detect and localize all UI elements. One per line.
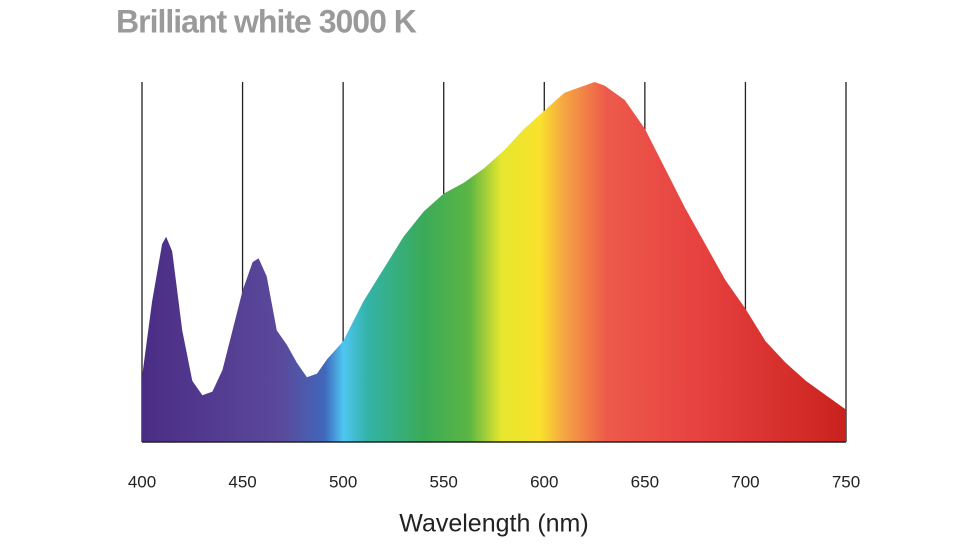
x-tick-label: 650 bbox=[631, 472, 659, 491]
x-axis-label: Wavelength (nm) bbox=[399, 510, 588, 538]
x-tick-label: 500 bbox=[329, 472, 357, 491]
x-tick-label: 400 bbox=[128, 472, 156, 491]
x-tick-label: 700 bbox=[731, 472, 759, 491]
chart-title: Brilliant white 3000 K bbox=[116, 3, 417, 39]
spectrum-area bbox=[142, 82, 846, 442]
x-tick-label: 750 bbox=[832, 472, 860, 491]
x-tick-label: 600 bbox=[530, 472, 558, 491]
x-ticks: 400 450 500 550 600 650 700 750 bbox=[128, 472, 860, 491]
x-tick-label: 450 bbox=[228, 472, 256, 491]
plot-area bbox=[142, 82, 846, 442]
x-tick-label: 550 bbox=[430, 472, 458, 491]
